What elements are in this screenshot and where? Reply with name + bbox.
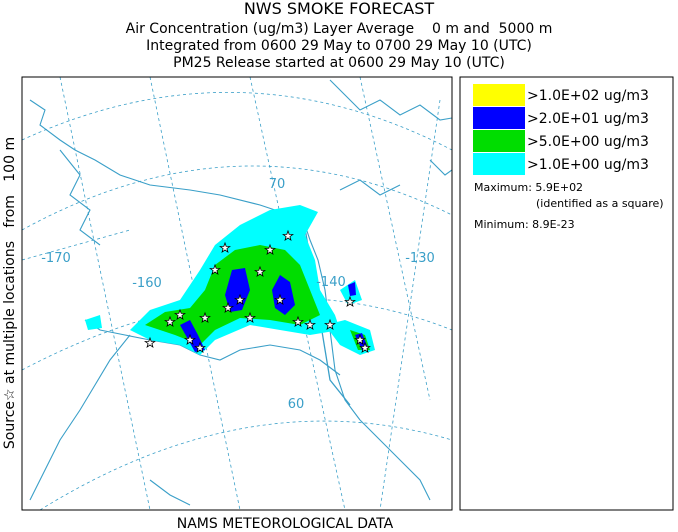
- minimum: Minimum: 8.9E-23: [474, 218, 575, 231]
- legend-label: >1.0E+02 ug/m3: [527, 88, 649, 104]
- longitude-label: -140: [316, 275, 346, 290]
- latitude-label: 70: [269, 177, 286, 192]
- legend-label: >1.0E+00 ug/m3: [527, 157, 649, 173]
- map-frame: [21, 76, 453, 511]
- side-label: Source☆ at multiple locations from 100 m: [2, 137, 18, 449]
- legend-swatch: [473, 84, 525, 106]
- longitude-label: -160: [132, 276, 162, 291]
- legend-swatch: [473, 153, 525, 175]
- legend-label: >5.0E+00 ug/m3: [527, 134, 649, 150]
- legend-swatch: [473, 130, 525, 152]
- map: -170 -160 -140 -130 70 60: [22, 77, 452, 510]
- legend: >1.0E+02 ug/m3 >2.0E+01 ug/m3 >5.0E+00 ug/…: [473, 84, 649, 175]
- subtitle: Integrated from 0600 29 May to 0700 29 M…: [146, 38, 532, 54]
- footer: NAMS METEOROLOGICAL DATA: [177, 516, 394, 532]
- maximum: Maximum: 5.9E+02: [474, 181, 583, 194]
- longitude-label: -130: [405, 251, 435, 266]
- latitude-label: 60: [288, 397, 305, 412]
- longitude-label: -170: [41, 251, 71, 266]
- legend-swatch: [473, 107, 525, 129]
- subtitle: PM25 Release started at 0600 29 May 10 (…: [173, 55, 505, 71]
- subtitle: Air Concentration (ug/m3) Layer Average …: [126, 21, 553, 37]
- legend-label: >2.0E+01 ug/m3: [527, 111, 649, 127]
- title: NWS SMOKE FORECAST: [244, 0, 435, 18]
- legend-frame: [459, 76, 674, 511]
- maximum-note: (identified as a square): [536, 197, 664, 210]
